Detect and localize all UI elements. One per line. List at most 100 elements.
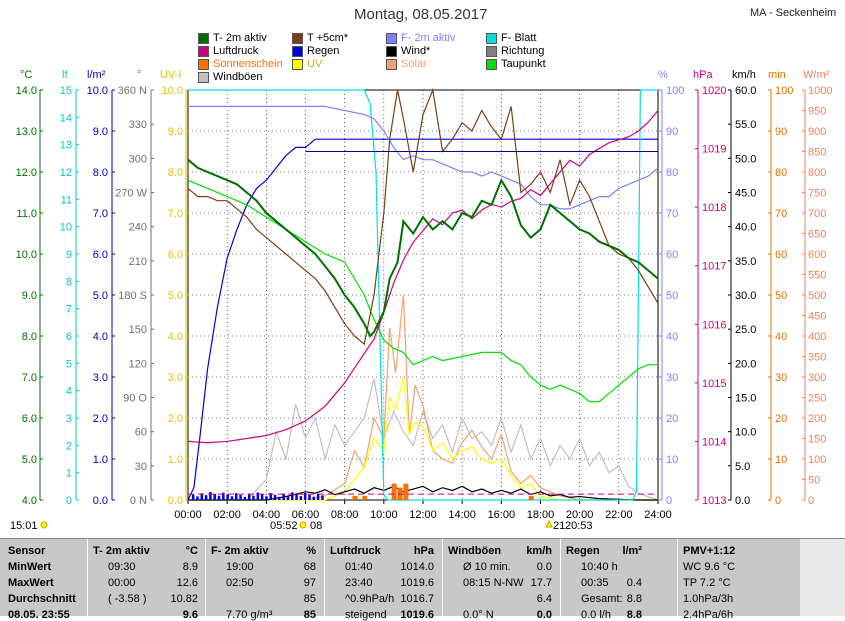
axis-tick-rain: 9.0	[93, 126, 108, 138]
axis-tick-hum: 70	[666, 208, 678, 220]
stats-header: PMV+1:12	[683, 545, 736, 557]
stats-label: 19:00	[226, 561, 254, 573]
axis-unit-temp: °C	[20, 69, 32, 81]
legend-label: T- 2m aktiv	[213, 32, 267, 44]
stats-header: Regen	[566, 545, 600, 557]
legend-swatch	[198, 45, 209, 57]
legend-label: Luftdruck	[213, 45, 259, 57]
rain-bar	[196, 496, 199, 500]
sunrise-time: 05:52	[270, 520, 298, 532]
axis-tick-uv: 5.0	[168, 290, 183, 302]
axis-tick-rain: 8.0	[93, 167, 108, 179]
axis-tick-press: 1018	[702, 202, 726, 214]
axis-tick-hum: 80	[666, 167, 678, 179]
rain-bar	[191, 494, 195, 500]
axis-tick-leaf: 11	[61, 194, 72, 206]
axis-unit-wind: km/h	[732, 69, 756, 81]
legend-item: T- 2m aktiv	[198, 32, 267, 44]
axis-tick-wind: 60.0	[735, 85, 756, 97]
weather-chart: 14.013.012.011.010.09.08.07.06.05.04.0°C…	[10, 69, 832, 532]
axis-tick-sunmin: 80	[775, 167, 787, 179]
legend-swatch	[198, 32, 209, 44]
axis-tick-rain: 5.0	[93, 290, 108, 302]
stats-header: F- 2m aktiv	[211, 545, 269, 557]
axis-unit-press: hPa	[693, 69, 713, 81]
stats-value: 2.4hPa/6h	[683, 609, 734, 621]
legend-item: Regen	[292, 45, 339, 57]
axis-tick-wind: 10.0	[735, 427, 756, 439]
axis-tick-solar: 400	[808, 331, 826, 343]
rain-bar	[252, 495, 255, 500]
rain-bar	[286, 495, 290, 500]
time-tick: 16:00	[488, 509, 516, 521]
axis-unit-solar: W/m²	[803, 69, 830, 81]
series-taupunkt	[187, 179, 658, 403]
legend-label: Solar	[401, 58, 427, 70]
axis-tick-wind: 30.0	[735, 290, 756, 302]
axis-tick-leaf: 2	[66, 440, 72, 452]
axis-tick-leaf: 4	[66, 386, 72, 398]
stats-separator	[560, 539, 561, 616]
axis-tick-press: 1017	[702, 261, 726, 273]
axis-tick-dir: 210	[129, 256, 147, 268]
sunset-time: 20:53	[565, 520, 593, 532]
axis-tick-uv: 8.0	[168, 167, 183, 179]
rain-bar	[312, 496, 316, 500]
stats-value: 68	[303, 561, 316, 573]
sun-left-icon	[40, 521, 48, 529]
stats-label: 09:30	[108, 561, 136, 573]
axis-tick-sunmin: 20	[775, 413, 787, 425]
stats-value: 0.0	[536, 609, 552, 621]
stats-label: 00:00	[108, 577, 136, 589]
axis-tick-uv: 4.0	[168, 331, 183, 343]
stats-unit: km/h	[526, 545, 552, 557]
axis-tick-press: 1013	[702, 495, 726, 507]
legend-label: Taupunkt	[501, 58, 546, 70]
stats-unit: l/m²	[622, 545, 642, 557]
stats-separator	[205, 539, 206, 616]
axis-tick-press: 1019	[702, 144, 726, 156]
legend-swatch	[292, 32, 303, 44]
rain-bar	[316, 493, 320, 500]
stats-value: 8.8	[626, 609, 642, 621]
axis-tick-solar: 900	[808, 126, 826, 138]
series-t-5cm-	[187, 87, 659, 346]
axis-tick-dir: 240	[129, 222, 147, 234]
axis-tick-temp: 13.0	[16, 126, 37, 138]
stats-label: 7.70 g/m³	[226, 609, 273, 621]
stats-unit: °C	[185, 545, 198, 557]
stats-value: 08.05. 23:55	[8, 609, 70, 621]
legend-swatch	[292, 58, 303, 70]
axis-tick-solar: 100	[808, 454, 826, 466]
stats-separator	[442, 539, 443, 616]
rain-bar	[269, 493, 272, 500]
axis-tick-temp: 10.0	[16, 249, 37, 261]
legend-item: T +5cm*	[292, 32, 348, 44]
rain-bar	[204, 495, 208, 500]
stats-value: 0.4	[626, 577, 642, 589]
legend-label: Regen	[307, 45, 340, 57]
axis-tick-sunmin: 0	[775, 495, 781, 507]
axis-tick-dir: 150	[129, 324, 147, 336]
rain-bar	[265, 496, 268, 500]
sunshine-bar	[352, 495, 358, 500]
stats-value: Durchschnitt	[8, 593, 76, 605]
axis-tick-press: 1016	[702, 319, 726, 331]
axis-tick-solar: 150	[808, 434, 826, 446]
axis-tick-dir: 60	[135, 427, 147, 439]
legend-swatch	[486, 45, 497, 57]
sun-left-time: 15:01	[10, 520, 38, 532]
axis-tick-solar: 950	[808, 106, 826, 118]
axis-tick-rain: 3.0	[93, 372, 108, 384]
axis-tick-sunmin: 30	[775, 372, 787, 384]
stats-label: Gesamt:	[581, 593, 623, 605]
axis-tick-hum: 10	[666, 454, 678, 466]
stats-label: ( -3.58 )	[108, 593, 147, 605]
axis-tick-temp: 14.0	[16, 85, 37, 97]
rain-bar	[273, 494, 277, 500]
legend-swatch	[386, 58, 397, 70]
axis-tick-uv: 3.0	[168, 372, 183, 384]
axis-tick-uv: 1.0	[168, 454, 183, 466]
legend-item: Wind*	[386, 45, 430, 57]
stats-label: 0.0 l/h	[581, 609, 611, 621]
